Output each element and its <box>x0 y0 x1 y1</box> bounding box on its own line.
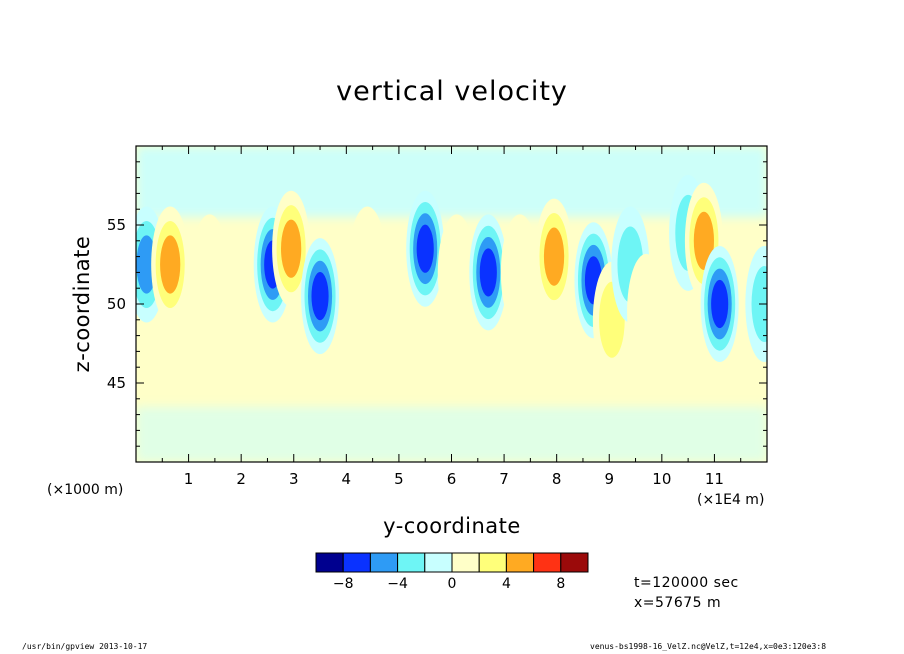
contour-level <box>348 206 387 323</box>
y-tick-label: 55 <box>107 216 126 234</box>
contour-level <box>479 248 497 297</box>
y-tick-label: 45 <box>107 374 126 392</box>
x-axis-unit-left: (×1000 m) <box>47 482 124 498</box>
colorbar-swatch <box>451 552 480 573</box>
field-feature <box>406 190 445 307</box>
footer-left: /usr/bin/gpview 2013-10-17 <box>22 642 148 651</box>
x-tick-label: 7 <box>499 470 509 488</box>
contour-level <box>437 214 476 331</box>
contour-level <box>711 279 729 329</box>
contour-level <box>627 253 666 370</box>
x-tick-label: 2 <box>236 470 246 488</box>
x-tick-label: 3 <box>289 470 299 488</box>
colorbar-swatch <box>397 552 426 573</box>
x-tick-label: 10 <box>652 470 671 488</box>
y-axis-label: z-coordinate <box>70 235 94 373</box>
contour-level <box>160 235 181 294</box>
field-feature <box>627 253 666 370</box>
colorbar-swatch <box>342 552 371 573</box>
colorbar-swatch <box>424 552 453 573</box>
footer-right: venus-bs1998-16_VelZ.nc@VelZ,t=12e4,x=0e… <box>590 642 827 651</box>
colorbar-tick-label: −8 <box>333 576 354 592</box>
contour-level <box>136 235 157 294</box>
position-annotation: x=57675 m <box>634 595 722 611</box>
field-feature <box>190 214 229 331</box>
field-feature <box>500 214 539 331</box>
colorbar-tick-label: −4 <box>387 576 408 592</box>
field-feature <box>151 206 190 323</box>
contour-level <box>281 219 302 278</box>
field-feature <box>469 214 508 331</box>
contour-level <box>500 214 539 331</box>
plot-area <box>136 146 767 462</box>
colorbar: −8 −4 0 4 8 <box>315 552 589 592</box>
field-feature <box>301 238 340 355</box>
field-feature <box>437 214 476 331</box>
x-tick-label: 4 <box>342 470 352 488</box>
background-band <box>136 406 767 462</box>
contour-level <box>190 214 229 331</box>
colorbar-swatch <box>315 552 344 573</box>
colorbar-swatch <box>533 552 562 573</box>
field-feature <box>535 198 574 315</box>
colorbar-swatch <box>560 552 589 573</box>
x-axis-label: y-coordinate <box>383 514 521 538</box>
field-feature <box>700 246 739 362</box>
colorbar-tick-label: 0 <box>448 576 457 592</box>
x-tick-label: 6 <box>447 470 457 488</box>
x-tick-label: 5 <box>394 470 404 488</box>
field-feature <box>272 190 311 307</box>
contour-level <box>693 211 715 270</box>
colorbar-swatch <box>369 552 399 573</box>
x-tick-label: 9 <box>604 470 614 488</box>
contour-level <box>543 227 565 286</box>
x-tick-label: 1 <box>184 470 194 488</box>
x-axis-unit-right: (×1E4 m) <box>697 492 765 508</box>
colorbar-swatch <box>478 552 507 573</box>
y-tick-label: 50 <box>107 295 126 313</box>
time-annotation: t=120000 sec <box>634 575 739 591</box>
colorbar-tick-label: 4 <box>502 576 511 592</box>
chart-title: vertical velocity <box>336 76 568 107</box>
colorbar-tick-label: 8 <box>556 576 565 592</box>
velocity-field <box>136 146 767 462</box>
x-tick-label: 11 <box>705 470 724 488</box>
colorbar-swatch <box>505 552 535 573</box>
contour-level <box>311 272 329 321</box>
field-feature <box>348 206 387 323</box>
x-tick-label: 8 <box>552 470 562 488</box>
background-band <box>136 146 767 218</box>
contour-level <box>416 224 434 273</box>
